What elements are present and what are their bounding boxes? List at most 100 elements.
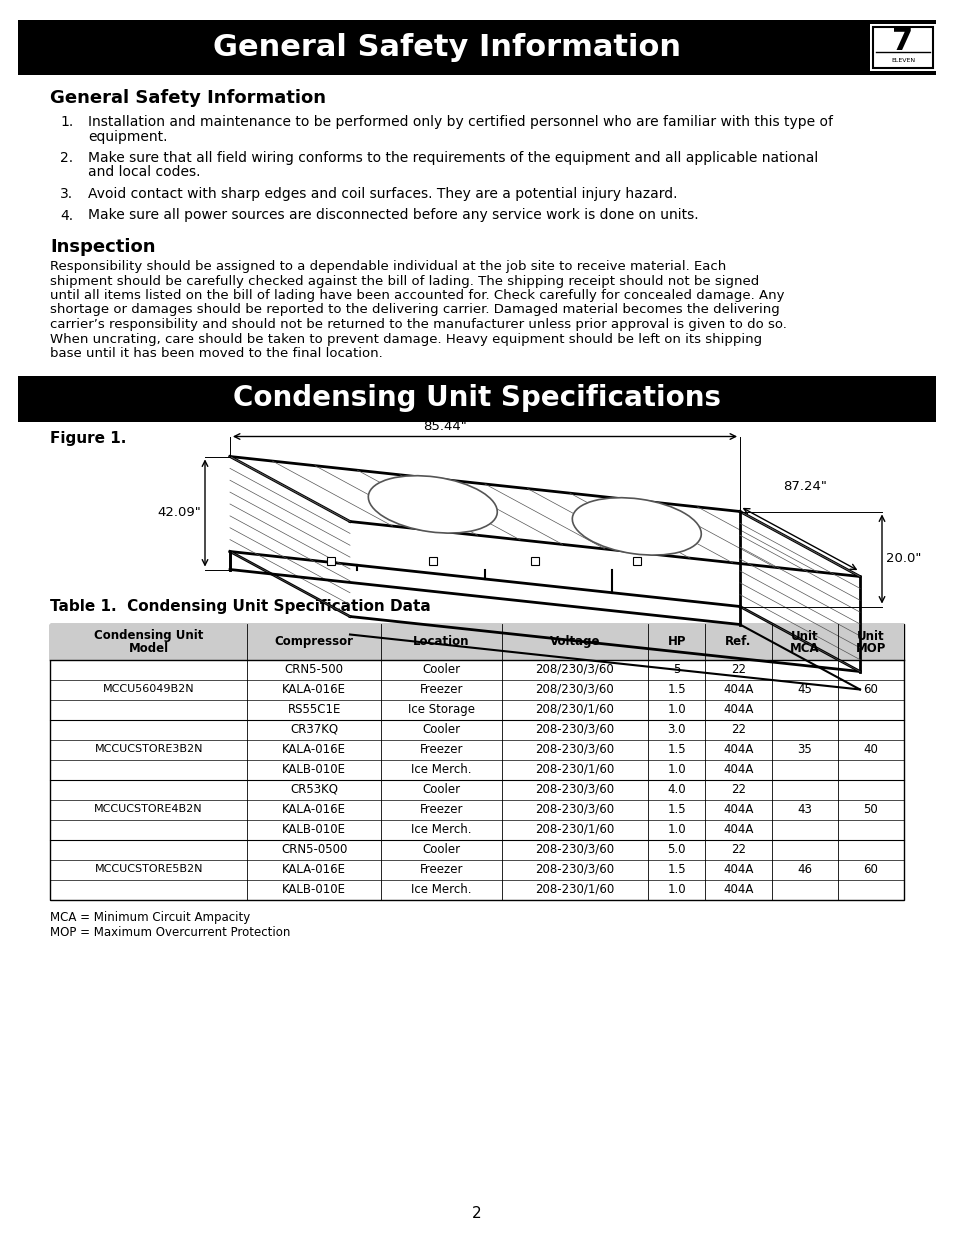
Text: Ice Merch.: Ice Merch. [411, 823, 471, 836]
Text: Freezer: Freezer [419, 863, 462, 876]
Text: Freezer: Freezer [419, 683, 462, 697]
Text: 208/230/1/60: 208/230/1/60 [535, 703, 614, 716]
Text: 22: 22 [730, 722, 745, 736]
Text: 4.0: 4.0 [667, 783, 685, 797]
Text: 5.0: 5.0 [667, 844, 685, 856]
Ellipse shape [368, 475, 497, 534]
Text: Condensing Unit: Condensing Unit [93, 630, 203, 642]
Text: HP: HP [667, 635, 685, 648]
Text: 7: 7 [891, 27, 913, 57]
Text: and local codes.: and local codes. [88, 165, 200, 179]
Text: 5: 5 [673, 663, 679, 676]
Text: KALB-010E: KALB-010E [282, 883, 346, 897]
Text: 208-230/1/60: 208-230/1/60 [535, 883, 614, 897]
Text: Cooler: Cooler [422, 844, 460, 856]
Text: 45: 45 [797, 683, 811, 697]
Text: Ice Merch.: Ice Merch. [411, 883, 471, 897]
Text: carrier’s responsibility and should not be returned to the manufacturer unless p: carrier’s responsibility and should not … [50, 317, 786, 331]
Text: 1.5: 1.5 [667, 743, 685, 756]
Text: 40: 40 [862, 743, 878, 756]
Text: 1.5: 1.5 [667, 863, 685, 876]
Ellipse shape [572, 498, 700, 555]
Text: 87.24": 87.24" [782, 480, 826, 494]
Text: equipment.: equipment. [88, 130, 168, 143]
Text: 2: 2 [472, 1205, 481, 1220]
Text: CR37KQ: CR37KQ [290, 722, 337, 736]
Text: Ice Merch.: Ice Merch. [411, 763, 471, 776]
Text: 3.0: 3.0 [667, 722, 685, 736]
Text: 1.0: 1.0 [667, 763, 685, 776]
Text: Ice Storage: Ice Storage [408, 703, 475, 716]
Text: CRN5-500: CRN5-500 [284, 663, 343, 676]
Text: shortage or damages should be reported to the delivering carrier. Damaged materi: shortage or damages should be reported t… [50, 304, 779, 316]
Text: Unit: Unit [856, 630, 883, 642]
Text: 3.: 3. [60, 186, 73, 201]
Text: KALB-010E: KALB-010E [282, 763, 346, 776]
Text: Avoid contact with sharp edges and coil surfaces. They are a potential injury ha: Avoid contact with sharp edges and coil … [88, 186, 677, 201]
Text: Ref.: Ref. [724, 635, 751, 648]
Text: Cooler: Cooler [422, 722, 460, 736]
Text: 35: 35 [797, 743, 811, 756]
Text: General Safety Information: General Safety Information [213, 33, 680, 62]
Text: MOP: MOP [855, 642, 885, 656]
Text: 2.: 2. [60, 151, 73, 165]
Text: Cooler: Cooler [422, 783, 460, 797]
Text: Compressor: Compressor [274, 635, 354, 648]
Text: Installation and maintenance to be performed only by certified personnel who are: Installation and maintenance to be perfo… [88, 115, 832, 128]
Text: 208-230/1/60: 208-230/1/60 [535, 763, 614, 776]
Text: 1.5: 1.5 [667, 803, 685, 816]
Text: KALA-016E: KALA-016E [282, 863, 346, 876]
Text: Table 1.  Condensing Unit Specification Data: Table 1. Condensing Unit Specification D… [50, 599, 431, 615]
Text: Inspection: Inspection [50, 238, 155, 256]
Text: General Safety Information: General Safety Information [50, 89, 326, 107]
Text: MCCUCSTORE4B2N: MCCUCSTORE4B2N [94, 804, 203, 815]
Text: 404A: 404A [722, 863, 753, 876]
Text: 208-230/3/60: 208-230/3/60 [535, 722, 614, 736]
Text: 404A: 404A [722, 823, 753, 836]
Text: 1.: 1. [60, 115, 73, 128]
Text: 60: 60 [862, 683, 878, 697]
Text: KALB-010E: KALB-010E [282, 823, 346, 836]
Text: Figure 1.: Figure 1. [50, 431, 126, 447]
Text: 22: 22 [730, 783, 745, 797]
Text: base until it has been moved to the final location.: base until it has been moved to the fina… [50, 347, 382, 359]
Bar [50, 624, 903, 899]
Text: Cooler: Cooler [422, 663, 460, 676]
Text: 4.: 4. [60, 209, 73, 222]
Bar [429, 557, 436, 564]
Bar [869, 23, 935, 70]
Text: ELEVEN: ELEVEN [890, 58, 914, 63]
Text: 43: 43 [797, 803, 811, 816]
Text: 85.44": 85.44" [423, 420, 466, 432]
Text: 1.0: 1.0 [667, 703, 685, 716]
Text: MCCUCSTORE5B2N: MCCUCSTORE5B2N [94, 864, 203, 874]
Text: 404A: 404A [722, 683, 753, 697]
Bar [633, 557, 640, 564]
Text: MCCU56049B2N: MCCU56049B2N [103, 684, 194, 694]
Text: 404A: 404A [722, 743, 753, 756]
Text: 208-230/3/60: 208-230/3/60 [535, 743, 614, 756]
Text: Location: Location [413, 635, 469, 648]
Text: KALA-016E: KALA-016E [282, 803, 346, 816]
Text: MCA: MCA [789, 642, 819, 656]
Text: 404A: 404A [722, 803, 753, 816]
Text: RS55C1E: RS55C1E [287, 703, 340, 716]
Text: 404A: 404A [722, 763, 753, 776]
Text: Condensing Unit Specifications: Condensing Unit Specifications [233, 384, 720, 412]
Text: Responsibility should be assigned to a dependable individual at the job site to : Responsibility should be assigned to a d… [50, 261, 725, 273]
Text: 20.0": 20.0" [885, 552, 921, 566]
Text: 1.5: 1.5 [667, 683, 685, 697]
Text: 208/230/3/60: 208/230/3/60 [535, 663, 614, 676]
Text: Make sure all power sources are disconnected before any service work is done on : Make sure all power sources are disconne… [88, 209, 698, 222]
Text: 22: 22 [730, 844, 745, 856]
Text: until all items listed on the bill of lading have been accounted for. Check care: until all items listed on the bill of la… [50, 289, 783, 303]
Text: 50: 50 [862, 803, 878, 816]
Text: 208-230/3/60: 208-230/3/60 [535, 803, 614, 816]
Text: 208-230/1/60: 208-230/1/60 [535, 823, 614, 836]
Text: Model: Model [129, 642, 169, 656]
Bar [18, 20, 935, 75]
Bar [872, 27, 932, 68]
Text: Freezer: Freezer [419, 743, 462, 756]
Text: Unit: Unit [790, 630, 818, 642]
Text: 208-230/3/60: 208-230/3/60 [535, 783, 614, 797]
